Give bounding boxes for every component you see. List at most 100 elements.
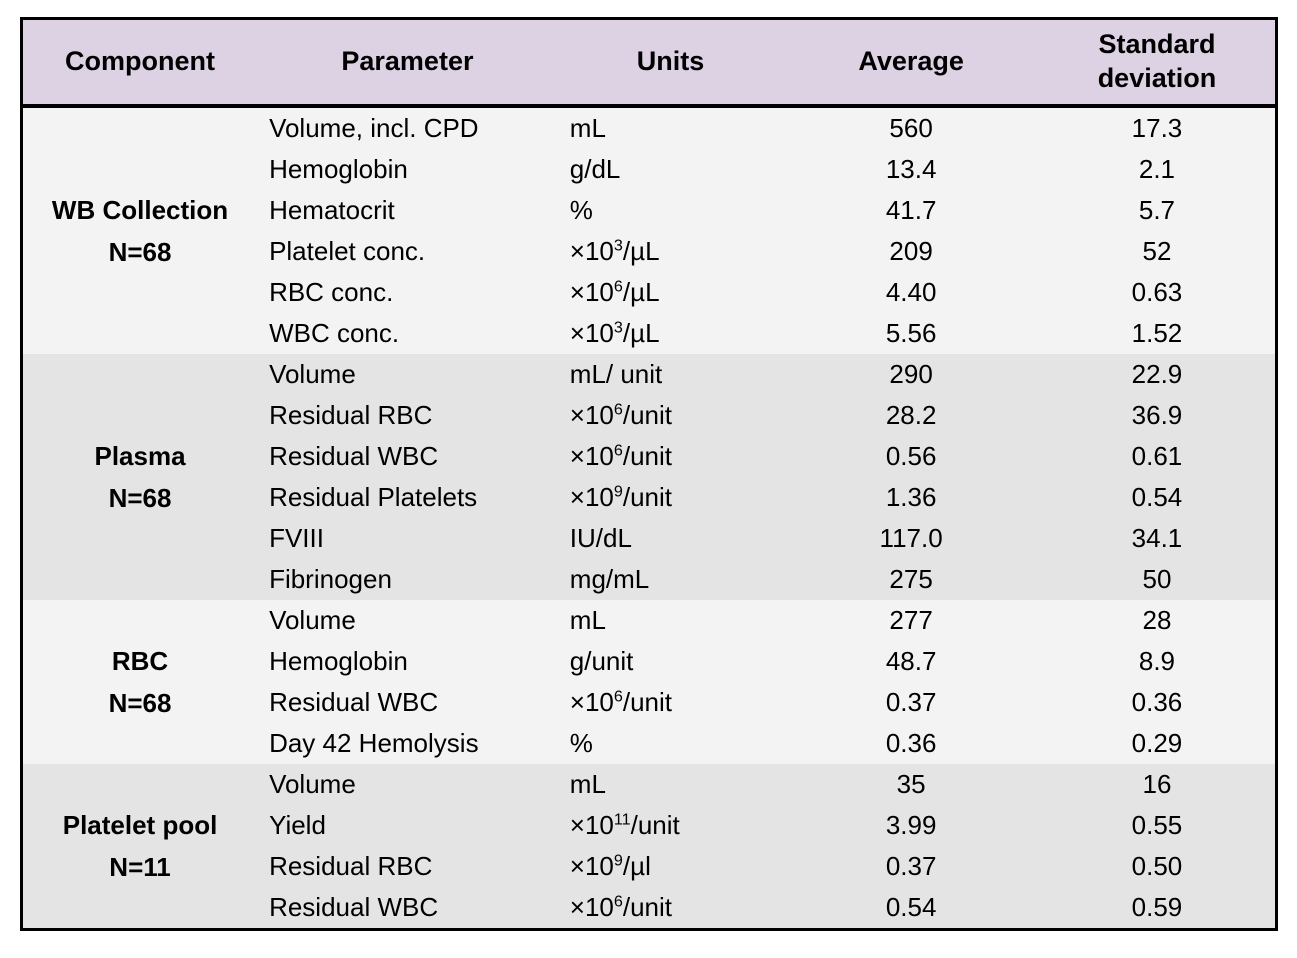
standard-deviation-cell: 52: [1038, 231, 1277, 272]
average-cell: 35: [783, 764, 1039, 805]
table-row: Residual WBC ×106/unit 0.37 0.36: [22, 682, 1277, 723]
parameter-cell: Volume: [257, 354, 558, 395]
standard-deviation-cell: 0.55: [1038, 805, 1277, 846]
component-cell: Platelet pool N=11: [21, 764, 258, 930]
average-cell: 0.37: [783, 846, 1039, 887]
parameter-cell: Volume, incl. CPD: [257, 106, 558, 149]
units-cell: g/dL: [557, 149, 784, 190]
component-sample-size: N=68: [108, 688, 172, 718]
component-cell: RBC N=68: [21, 600, 258, 764]
units-cell: ×103/µL: [557, 313, 784, 354]
parameter-cell: Residual Platelets: [257, 477, 558, 518]
col-header-parameter: Parameter: [257, 18, 558, 108]
component-sample-size: N=68: [108, 483, 172, 513]
units-cell: ×109/unit: [557, 477, 784, 518]
units-cell: mL: [557, 106, 784, 149]
average-cell: 277: [783, 600, 1039, 641]
parameter-cell: Fibrinogen: [257, 559, 558, 600]
units-cell: ×109/µl: [557, 846, 784, 887]
average-cell: 1.36: [783, 477, 1039, 518]
units-cell: ×106/unit: [557, 436, 784, 477]
table-row: Residual RBC ×106/unit 28.2 36.9: [22, 395, 1277, 436]
table-row: Fibrinogen mg/mL 275 50: [22, 559, 1277, 600]
units-cell: %: [557, 190, 784, 231]
average-cell: 5.56: [783, 313, 1039, 354]
standard-deviation-cell: 1.52: [1038, 313, 1277, 354]
col-header-average: Average: [783, 18, 1039, 108]
component-name: WB Collection: [51, 195, 229, 225]
component-name: RBC: [111, 646, 169, 676]
blood-component-qc-table: Component Parameter Units Average Standa…: [20, 17, 1278, 931]
table-row: Hemoglobin g/unit 48.7 8.9: [22, 641, 1277, 682]
table-row: Platelet pool N=11 Volume mL 35 16: [21, 764, 1277, 930]
average-cell: 3.99: [783, 805, 1039, 846]
standard-deviation-cell: 28: [1038, 600, 1277, 641]
units-cell: ×106/unit: [557, 395, 784, 436]
parameter-cell: Residual WBC: [257, 682, 558, 723]
average-cell: 290: [783, 354, 1039, 395]
table-row: Residual RBC ×109/µl 0.37 0.50: [22, 846, 1277, 887]
table-row: Residual Platelets ×109/unit 1.36 0.54: [22, 477, 1277, 518]
standard-deviation-cell: 0.63: [1038, 272, 1277, 313]
standard-deviation-cell: 2.1: [1038, 149, 1277, 190]
average-cell: 275: [783, 559, 1039, 600]
parameter-cell: Volume: [257, 600, 558, 641]
table-row: RBC conc. ×106/µL 4.40 0.63: [22, 272, 1277, 313]
average-cell: 0.56: [783, 436, 1039, 477]
col-header-standard-deviation: Standard deviation: [1038, 18, 1277, 108]
table-row: Residual WBC ×106/unit 0.54 0.59: [22, 887, 1277, 930]
average-cell: 4.40: [783, 272, 1039, 313]
average-cell: 41.7: [783, 190, 1039, 231]
parameter-cell: Platelet conc.: [257, 231, 558, 272]
units-cell: ×106/µL: [557, 272, 784, 313]
average-cell: 28.2: [783, 395, 1039, 436]
standard-deviation-cell: 0.59: [1038, 887, 1277, 930]
table-header: Component Parameter Units Average Standa…: [21, 18, 1277, 108]
parameter-cell: WBC conc.: [257, 313, 558, 354]
col-header-units: Units: [557, 18, 784, 108]
units-cell: ×106/unit: [557, 887, 784, 930]
average-cell: 209: [783, 231, 1039, 272]
parameter-cell: Volume: [257, 764, 558, 805]
units-cell: ×103/µL: [557, 231, 784, 272]
average-cell: 48.7: [783, 641, 1039, 682]
standard-deviation-cell: 34.1: [1038, 518, 1277, 559]
component-cell: WB Collection N=68: [21, 106, 258, 354]
units-cell: %: [557, 723, 784, 764]
table-row: WBC conc. ×103/µL 5.56 1.52: [22, 313, 1277, 354]
table-row: Hematocrit% 41.7 5.7: [22, 190, 1277, 231]
units-cell: mg/mL: [557, 559, 784, 600]
table-row: Platelet conc. ×103/µL 209 52: [22, 231, 1277, 272]
standard-deviation-cell: 17.3: [1038, 106, 1277, 149]
standard-deviation-cell: 36.9: [1038, 395, 1277, 436]
units-cell: ×1011/unit: [557, 805, 784, 846]
component-sample-size: N=11: [109, 852, 171, 882]
standard-deviation-cell: 0.36: [1038, 682, 1277, 723]
parameter-cell: Residual WBC: [257, 887, 558, 930]
average-cell: 0.36: [783, 723, 1039, 764]
standard-deviation-cell: 22.9: [1038, 354, 1277, 395]
parameter-cell: Residual WBC: [257, 436, 558, 477]
standard-deviation-cell: 0.54: [1038, 477, 1277, 518]
parameter-cell: Residual RBC: [257, 395, 558, 436]
table-body: WB Collection N=68 Volume, incl. CPD mL 560 1…: [21, 106, 1277, 930]
average-cell: 560: [783, 106, 1039, 149]
table-row: RBC N=68 Volume mL 277 28: [21, 600, 1277, 764]
standard-deviation-cell: 0.50: [1038, 846, 1277, 887]
component-cell: Plasma N=68: [21, 354, 258, 600]
table-row: FVIII IU/dL 117.0 34.1: [22, 518, 1277, 559]
standard-deviation-cell: 16: [1038, 764, 1277, 805]
average-cell: 0.54: [783, 887, 1039, 930]
parameter-cell: Hematocrit: [257, 190, 558, 231]
standard-deviation-cell: 50: [1038, 559, 1277, 600]
col-header-component: Component: [21, 18, 258, 108]
table-row: WB Collection N=68 Volume, incl. CPD mL 560 1…: [21, 106, 1277, 354]
table-row: Yield ×1011/unit 3.99 0.55: [22, 805, 1277, 846]
parameter-cell: Hemoglobin: [257, 149, 558, 190]
units-cell: mL: [557, 600, 784, 641]
units-cell: mL/ unit: [557, 354, 784, 395]
standard-deviation-cell: 5.7: [1038, 190, 1277, 231]
average-cell: 117.0: [783, 518, 1039, 559]
table-row: Day 42 Hemolysis% 0.36 0.29: [22, 723, 1277, 764]
